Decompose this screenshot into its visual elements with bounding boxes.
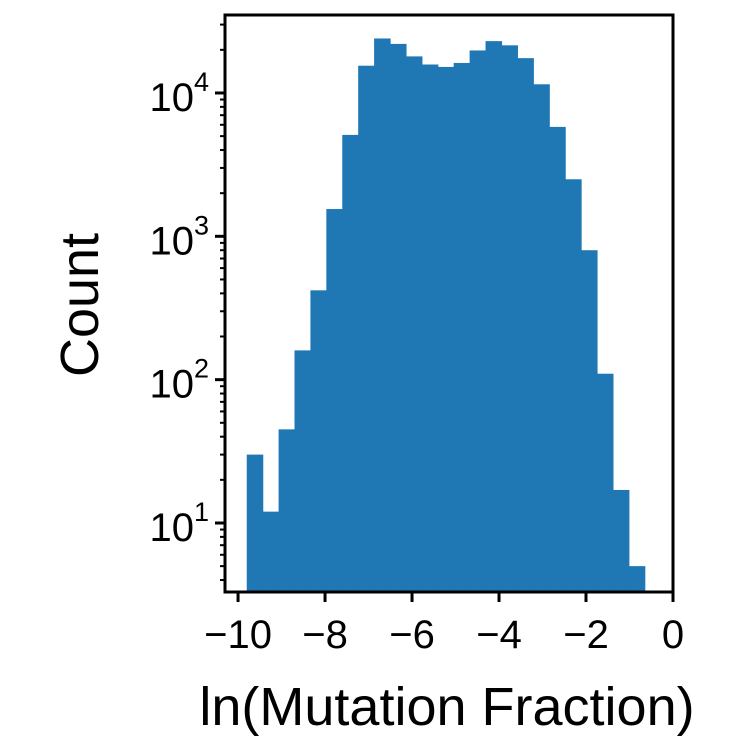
x-tick-label: −4: [476, 613, 522, 657]
x-axis-ticks: −10 −8 −6 −4 −2 0: [204, 592, 684, 657]
histogram-bar: [533, 84, 550, 592]
histogram-bar: [581, 250, 598, 593]
x-tick-label: −8: [302, 613, 348, 657]
histogram-bar: [246, 454, 264, 592]
x-tick-label: −10: [204, 613, 272, 657]
histogram-bar: [421, 64, 439, 593]
histogram-bar: [517, 58, 534, 592]
histogram-bar: [294, 350, 312, 592]
histogram-bar: [469, 50, 487, 593]
bars-group: [246, 38, 646, 593]
histogram-bar: [501, 45, 518, 592]
histogram-bar: [437, 66, 455, 592]
histogram-bar: [485, 41, 503, 592]
histogram-bar: [342, 134, 359, 592]
histogram-bar: [612, 489, 630, 592]
y-tick-label: 102: [149, 354, 209, 407]
histogram-bar: [358, 65, 375, 592]
histogram-bar: [565, 179, 582, 592]
x-axis-title: ln(Mutation Fraction): [199, 677, 694, 737]
plot-frame: [223, 13, 675, 594]
y-tick-label: 104: [149, 67, 209, 120]
histogram-bar: [390, 43, 407, 592]
x-tick-label: −2: [563, 613, 609, 657]
histogram-bar: [310, 290, 327, 592]
y-tick-label: 101: [149, 497, 209, 550]
histogram-bar: [596, 373, 614, 592]
histogram-bar: [549, 126, 566, 592]
x-tick-label: −6: [389, 613, 435, 657]
histogram-bar: [453, 62, 471, 592]
histogram-bar: [262, 511, 280, 592]
histogram-bar: [374, 38, 391, 592]
histogram-bar: [278, 429, 296, 592]
histogram-bar: [628, 566, 646, 592]
y-tick-label: 103: [149, 210, 209, 263]
histogram-bar: [405, 56, 423, 593]
y-axis-title: Count: [50, 233, 110, 377]
x-tick-label: 0: [662, 613, 684, 657]
histogram-bar: [326, 209, 343, 592]
y-axis-ticks: 101 102 103 104: [149, 23, 225, 582]
